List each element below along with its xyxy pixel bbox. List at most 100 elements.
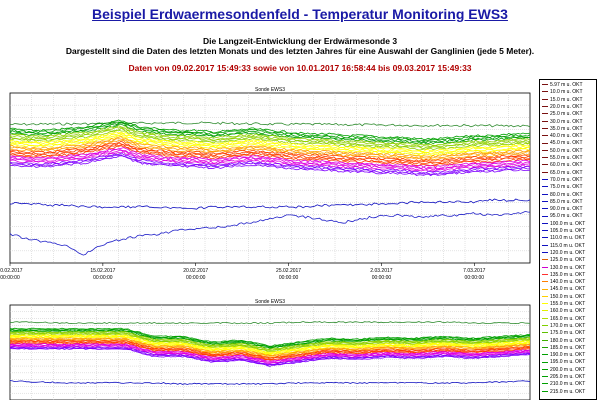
legend-item: 45.0 m u. OKT <box>542 140 596 147</box>
legend-item: 125.0 m u. OKT <box>542 257 596 264</box>
x-tick-label-time: 00:00:00 <box>465 275 485 281</box>
series-line-band <box>9 343 531 362</box>
legend-label: 45.0 m u. OKT <box>550 140 583 147</box>
legend-label: 10.0 m u. OKT <box>550 89 583 96</box>
legend-label: 120.0 m u. OKT <box>550 249 586 256</box>
legend-label: 170.0 m u. OKT <box>550 322 586 329</box>
legend-swatch <box>542 230 548 232</box>
legend-item: 165.0 m u. OKT <box>542 315 596 323</box>
legend-item: 25.0 m u. OKT <box>542 111 596 118</box>
legend-swatch <box>542 273 548 275</box>
legend-label: 130.0 m u. OKT <box>550 264 586 271</box>
x-tick-label-date: 15.02.2017 <box>90 268 115 274</box>
legend-label: 15.0 m u. OKT <box>550 96 583 103</box>
legend-swatch <box>542 368 548 370</box>
legend-swatch <box>542 354 548 356</box>
series-line-band <box>9 121 531 142</box>
legend-swatch <box>542 127 548 129</box>
legend-item: 190.0 m u. OKT <box>542 352 596 359</box>
legend-label: 30.0 m u. OKT <box>550 118 583 125</box>
legend-item: 80.0 m u. OKT <box>542 192 596 199</box>
legend-swatch <box>542 200 548 202</box>
series-line-band <box>9 335 531 354</box>
series-line-band <box>9 133 531 155</box>
legend-item: 55.0 m u. OKT <box>542 155 596 162</box>
legend-label: 165.0 m u. OKT <box>550 315 586 322</box>
legend-item: 200.0 m u. OKT <box>542 367 596 374</box>
legend-label: 115.0 m u. OKT <box>550 242 585 249</box>
legend-item: 15.0 m u. OKT <box>542 96 596 104</box>
legend-swatch <box>542 281 548 283</box>
legend-item: 100.0 m u. OKT <box>542 221 596 228</box>
legend-item: 95.0 m u. OKT <box>542 213 596 220</box>
legend-swatch <box>542 193 548 195</box>
legend-label: 20.0 m u. OKT <box>550 103 583 110</box>
legend-item: 215.0 m u. OKT <box>542 388 596 396</box>
legend-swatch <box>542 208 548 210</box>
series-line-band <box>9 142 531 164</box>
legend-swatch <box>542 98 548 100</box>
legend-item: 185.0 m u. OKT <box>542 345 596 352</box>
legend-label: 105.0 m u. OKT <box>550 228 586 234</box>
legend-swatch <box>542 252 548 254</box>
legend-item: 85.0 m u. OKT <box>542 198 596 206</box>
legend-item: 130.0 m u. OKT <box>542 264 596 272</box>
legend-label: 110.0 m u. OKT <box>550 235 585 242</box>
legend-label: 70.0 m u. OKT <box>550 176 583 183</box>
x-tick-label-date: 10.02.2017 <box>0 268 23 274</box>
legend-swatch <box>542 164 548 166</box>
legend-item: 115.0 m u. OKT <box>542 242 596 250</box>
legend-swatch <box>542 149 548 151</box>
legend-swatch <box>542 106 548 108</box>
legend-swatch <box>542 186 548 188</box>
legend-swatch <box>542 244 548 246</box>
legend-label: 85.0 m u. OKT <box>550 198 583 205</box>
series-line-band <box>9 136 531 158</box>
legend-label: 145.0 m u. OKT <box>550 286 586 293</box>
legend-item: 10.0 m u. OKT <box>542 89 596 96</box>
legend-item: 35.0 m u. OKT <box>542 125 596 133</box>
series-line-band <box>9 121 531 144</box>
legend-label: 205.0 m u. OKT <box>550 374 586 380</box>
x-tick-label-date: 7.03.2017 <box>463 268 485 274</box>
legend-item: 60.0 m u. OKT <box>542 162 596 169</box>
legend-label: 155.0 m u. OKT <box>550 301 586 307</box>
legend-swatch <box>542 142 548 144</box>
series-line-band <box>9 330 531 350</box>
legend-swatch <box>542 215 548 217</box>
legend-item: 110.0 m u. OKT <box>542 235 596 242</box>
legend-swatch <box>542 325 548 327</box>
legend-swatch <box>542 259 548 261</box>
legend-label: 215.0 m u. OKT <box>550 388 586 395</box>
legend-swatch <box>542 346 548 348</box>
date-range: Daten von 09.02.2017 15:49:33 sowie von … <box>128 63 472 73</box>
series-line-band <box>9 135 531 157</box>
legend-item: 150.0 m u. OKT <box>542 293 596 301</box>
x-tick-label-date: 2.03.2017 <box>370 268 392 274</box>
legend-item: 170.0 m u. OKT <box>542 322 596 330</box>
legend-item: 5.97 m u. OKT <box>542 82 596 89</box>
legend-label: 5.97 m u. OKT <box>550 82 583 88</box>
legend-swatch <box>542 179 548 181</box>
legend-swatch <box>542 266 548 268</box>
legend-label: 35.0 m u. OKT <box>550 125 583 132</box>
chart-title: Sonde EWS3 <box>255 87 285 93</box>
legend-label: 135.0 m u. OKT <box>550 271 586 278</box>
series-line-band <box>9 131 531 152</box>
page-title[interactable]: Beispiel Erdwaermesondenfeld - Temperatu… <box>92 6 508 22</box>
legend-swatch <box>542 376 548 378</box>
legend-label: 150.0 m u. OKT <box>550 293 586 300</box>
legend-swatch <box>542 332 548 334</box>
legend-swatch <box>542 303 548 305</box>
series-line-blue-lower <box>9 210 531 256</box>
legend-label: 65.0 m u. OKT <box>550 169 583 176</box>
subtitle-line-1: Die Langzeit-Entwicklung der Erdwärmeson… <box>202 36 398 46</box>
legend-swatch <box>542 317 548 319</box>
x-tick-label-time: 00:00:00 <box>0 275 20 281</box>
legend: 5.97 m u. OKT 10.0 m u. OKT 15.0 m u. OKT 2… <box>539 79 597 400</box>
legend-item: 120.0 m u. OKT <box>542 249 596 257</box>
series-line-band <box>9 140 531 162</box>
series-line-band <box>9 145 531 167</box>
chart-bottom: Sonde EWS3 <box>9 299 531 400</box>
legend-item: 155.0 m u. OKT <box>542 301 596 308</box>
